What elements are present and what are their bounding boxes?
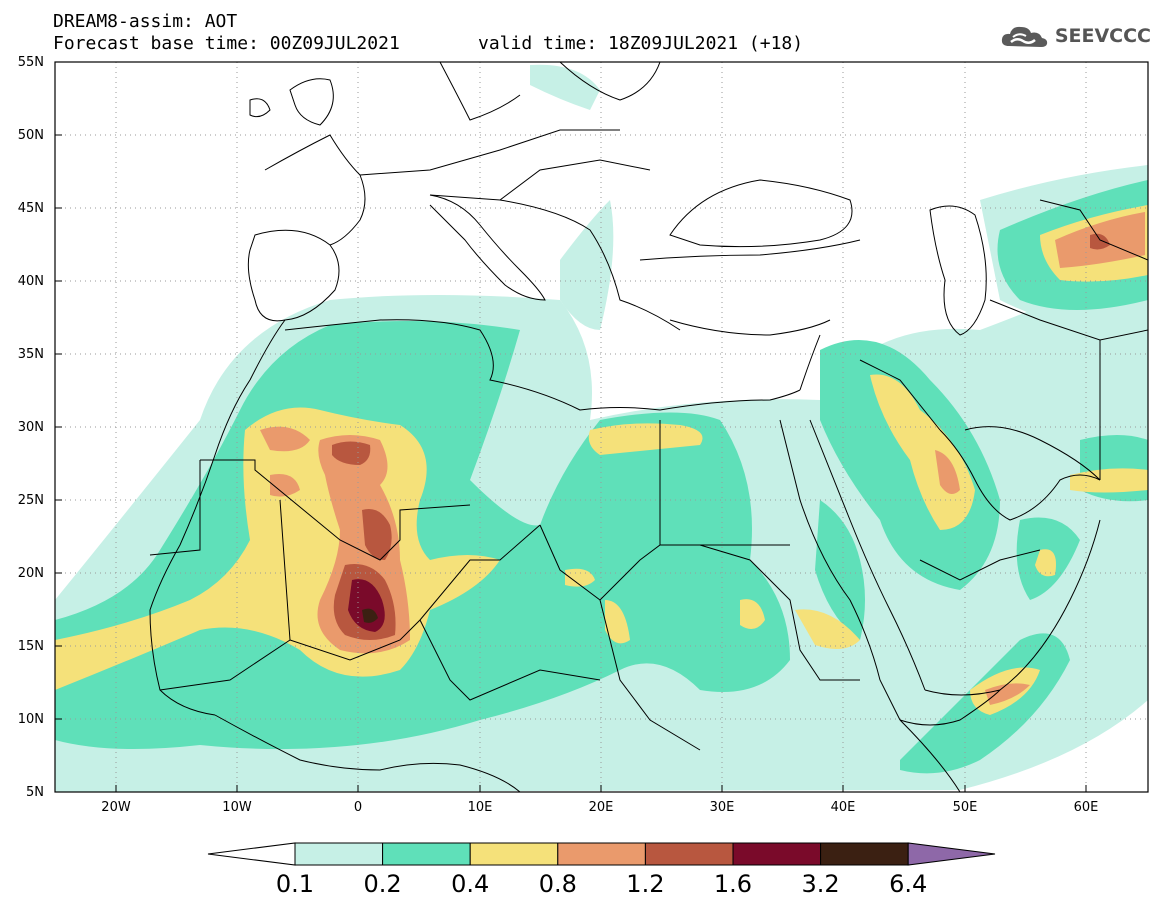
colorbar-label: 6.4 — [889, 870, 928, 898]
valid-time: valid time: 18Z09JUL2021 (+18) — [478, 33, 804, 54]
colorbar-bin — [469, 842, 559, 866]
lon-label: 50E — [952, 800, 978, 815]
lat-label: 15N — [17, 639, 44, 654]
lon-label: 20E — [588, 800, 614, 815]
colorbar-label: 0.4 — [451, 870, 490, 898]
map-title: DREAM8-assim: AOT — [53, 11, 238, 32]
lat-label: 45N — [17, 201, 44, 216]
colorbar-label: 1.2 — [626, 870, 665, 898]
lat-label: 10N — [17, 712, 44, 727]
lat-label: 20N — [17, 566, 44, 581]
colorbar-bin — [644, 842, 734, 866]
lat-label: 55N — [17, 55, 44, 70]
lat-label: 40N — [17, 274, 44, 289]
lon-label: 20W — [101, 800, 131, 815]
lat-label: 25N — [17, 493, 44, 508]
lon-label: 60E — [1073, 800, 1099, 815]
colorbar-label: 0.1 — [275, 870, 315, 898]
colorbar-bin — [557, 842, 646, 866]
graticule — [55, 62, 1148, 792]
seevccc-logo: SEEVCCC — [999, 22, 1151, 50]
colorbar-label: 0.8 — [538, 870, 577, 898]
colorbar-label: 1.6 — [713, 870, 753, 898]
lon-label: 10W — [222, 800, 252, 815]
lat-label: 30N — [17, 420, 44, 435]
coastlines — [149, 62, 1148, 792]
logo-text: SEEVCCC — [1054, 25, 1151, 47]
colorbar-bin — [294, 842, 384, 866]
forecast-base-time: Forecast base time: 00Z09JUL2021 — [53, 33, 400, 54]
colorbar-bin — [382, 842, 471, 866]
lon-label: 40E — [830, 800, 856, 815]
lat-label: 35N — [17, 347, 44, 362]
lon-label: 0 — [353, 800, 363, 815]
lon-label: 10E — [467, 800, 493, 815]
colorbar-label: 3.2 — [801, 870, 840, 898]
aot-contours — [55, 64, 1148, 792]
lon-label: 30E — [709, 800, 735, 815]
colorbar-low-arrow — [207, 842, 296, 866]
colorbar-label: 0.2 — [363, 870, 402, 898]
colorbar-bin — [820, 842, 909, 866]
lat-label: 50N — [17, 128, 44, 143]
cloud-icon — [1001, 26, 1047, 47]
colorbar-high-arrow — [907, 842, 996, 866]
lat-label: 5N — [26, 785, 44, 800]
axis-ticks — [55, 134, 1087, 792]
colorbar-bin — [732, 842, 822, 866]
